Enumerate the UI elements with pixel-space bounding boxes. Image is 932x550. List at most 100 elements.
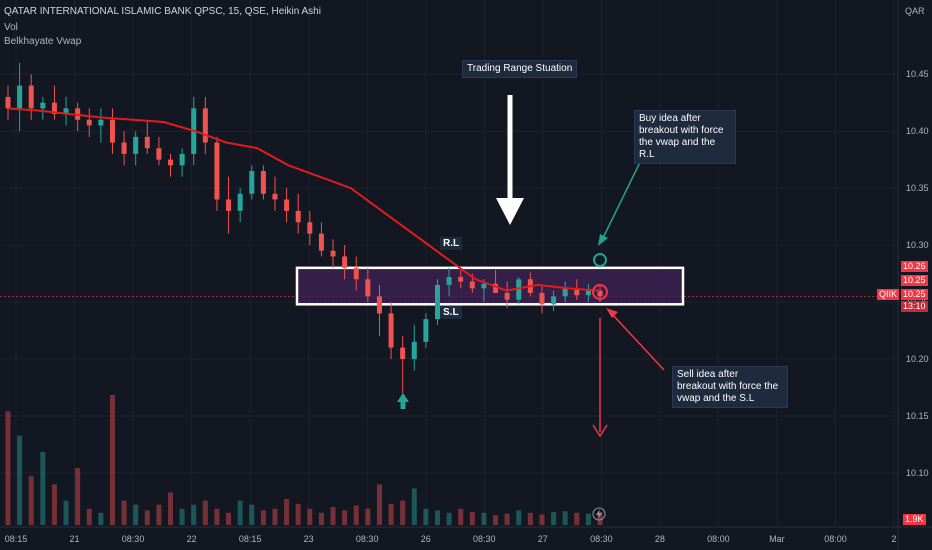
candle-body xyxy=(307,222,313,234)
trading-range-label: Trading Range Stuation xyxy=(462,60,578,78)
volume-bar xyxy=(284,499,290,525)
candle-body xyxy=(504,292,510,300)
indicator-legend[interactable]: Belkhayate Vwap xyxy=(4,36,82,47)
x-tick-label: 21 xyxy=(70,534,80,544)
candle-body xyxy=(597,290,603,297)
volume-bar xyxy=(168,492,174,525)
candle-body xyxy=(179,153,185,166)
candle-body xyxy=(133,136,139,154)
candle-body xyxy=(144,136,150,149)
volume-bar xyxy=(51,484,57,525)
currency-label: QAR xyxy=(905,6,925,16)
x-tick-label: 08:00 xyxy=(707,534,730,544)
x-tick-label: 08:15 xyxy=(239,534,262,544)
volume-bar xyxy=(63,500,69,525)
volume-bar xyxy=(376,484,382,525)
candle-body xyxy=(121,142,127,154)
candle-body xyxy=(493,283,499,293)
buy-idea-line-1: Buy idea after xyxy=(639,113,701,124)
volume-bar xyxy=(516,510,522,525)
x-tick-label: 08:30 xyxy=(590,534,613,544)
sell-idea-note: Sell idea after breakout with force the … xyxy=(672,366,788,408)
x-tick-label: 08:15 xyxy=(5,534,28,544)
volume-bar xyxy=(109,395,115,525)
buy-arrow-line xyxy=(601,151,646,241)
candle-body xyxy=(40,102,46,109)
candle-body xyxy=(411,341,417,359)
volume-bar xyxy=(260,510,266,525)
sell-arrow-line xyxy=(611,313,665,371)
buy-signal-marker-stem xyxy=(400,401,406,409)
volume-bar xyxy=(574,512,580,525)
volume-bar xyxy=(40,451,46,525)
volume-bar xyxy=(191,504,197,525)
volume-bar xyxy=(98,512,104,525)
volume-bar xyxy=(5,411,11,525)
candle-body xyxy=(17,85,23,109)
volume-legend[interactable]: Vol xyxy=(4,22,18,33)
candle-body xyxy=(469,281,475,289)
candle-body xyxy=(574,288,580,296)
candle-body xyxy=(5,96,11,109)
candle-body xyxy=(388,313,394,348)
volume-bar xyxy=(318,512,324,525)
x-tick-label: 26 xyxy=(421,534,431,544)
candle-body xyxy=(295,210,301,223)
volume-bar xyxy=(179,508,185,525)
x-tick-label: Mar xyxy=(769,534,785,544)
candle-body xyxy=(51,102,57,115)
candle-body xyxy=(446,276,452,285)
chart-title: QATAR INTERNATIONAL ISLAMIC BANK QPSC, 1… xyxy=(4,6,321,17)
volume-bar xyxy=(121,500,127,525)
symbol-tag: QIIK xyxy=(877,289,900,300)
sell-circle-marker xyxy=(592,284,608,300)
bar-countdown: 13:10 xyxy=(901,301,928,312)
volume-bar xyxy=(365,508,371,525)
x-tick-label: 22 xyxy=(187,534,197,544)
volume-bar xyxy=(423,508,429,525)
y-tick-label: 10.45 xyxy=(906,69,929,79)
volume-bar xyxy=(551,512,557,525)
candle-body xyxy=(86,119,92,126)
candle-body xyxy=(365,279,371,297)
candle-body xyxy=(98,119,104,126)
volume-bar xyxy=(434,510,440,525)
x-tick-label: 08:30 xyxy=(473,534,496,544)
candle-body xyxy=(539,292,545,305)
trading-range-arrow-head xyxy=(496,198,524,225)
candle-body xyxy=(284,199,290,211)
volume-bar xyxy=(342,510,348,525)
volume-bar xyxy=(469,512,475,525)
buy-idea-line-2: breakout with force xyxy=(639,125,724,136)
candle-body xyxy=(458,276,464,282)
buy-idea-note: Buy idea after breakout with force the v… xyxy=(634,110,736,164)
volume-bar xyxy=(295,503,301,525)
volume-bar xyxy=(249,504,255,525)
volume-bar xyxy=(597,512,603,525)
volume-bar xyxy=(144,510,150,525)
buy-arrow-head xyxy=(598,234,608,246)
y-tick-label: 10.15 xyxy=(906,411,929,421)
x-tick-label: 08:30 xyxy=(356,534,379,544)
volume-bar xyxy=(504,513,510,525)
lightning-icon[interactable] xyxy=(592,507,606,521)
volume-bar xyxy=(86,508,92,525)
x-tick-label: 27 xyxy=(538,534,548,544)
volume-bar xyxy=(353,505,359,525)
candle-body xyxy=(202,108,208,143)
volume-bar xyxy=(17,435,23,525)
buy-circle-marker xyxy=(593,253,607,267)
price-tag-last: 10.25 xyxy=(901,289,928,300)
candle-body xyxy=(434,284,440,320)
trading-range-box xyxy=(295,266,685,306)
candle-body xyxy=(376,296,382,314)
volume-bar xyxy=(330,507,336,525)
y-tick-label: 10.20 xyxy=(906,354,929,364)
candle-body xyxy=(516,279,522,300)
volume-bar xyxy=(75,468,81,525)
volume-bar xyxy=(527,512,533,525)
candle-body xyxy=(272,193,278,200)
volume-bar xyxy=(481,512,487,525)
volume-bar xyxy=(446,512,452,525)
